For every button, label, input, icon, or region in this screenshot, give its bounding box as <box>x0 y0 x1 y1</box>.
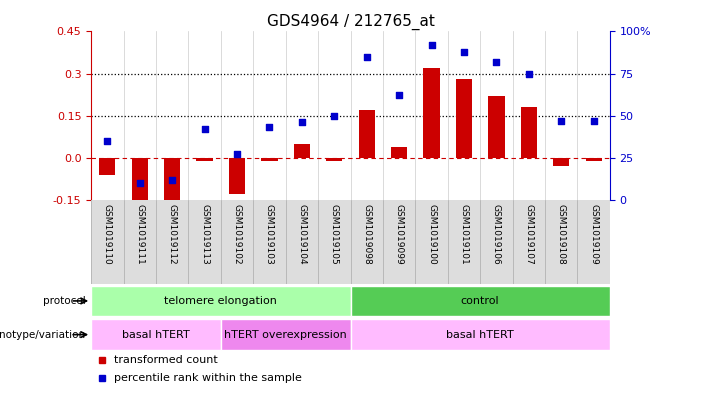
Text: GSM1019101: GSM1019101 <box>459 204 468 265</box>
Point <box>102 138 113 144</box>
Point <box>491 59 502 65</box>
Point <box>134 180 145 186</box>
Text: GSM1019108: GSM1019108 <box>557 204 566 265</box>
Text: hTERT overexpression: hTERT overexpression <box>224 330 347 340</box>
Title: GDS4964 / 212765_at: GDS4964 / 212765_at <box>266 14 435 30</box>
Bar <box>132 158 148 206</box>
Bar <box>229 158 245 194</box>
Text: transformed count: transformed count <box>114 355 218 365</box>
Text: basal hTERT: basal hTERT <box>122 330 190 340</box>
Point <box>329 112 340 119</box>
Point <box>556 118 567 124</box>
Text: GSM1019103: GSM1019103 <box>265 204 274 265</box>
Point <box>361 53 372 60</box>
Text: percentile rank within the sample: percentile rank within the sample <box>114 373 302 384</box>
Bar <box>350 286 610 316</box>
Point <box>426 42 437 48</box>
Bar <box>100 158 116 174</box>
Bar <box>553 158 569 166</box>
Bar <box>326 158 342 161</box>
Bar <box>456 79 472 158</box>
Bar <box>391 147 407 158</box>
Bar <box>261 158 278 161</box>
Bar <box>196 158 212 161</box>
Point <box>458 48 470 55</box>
Bar <box>489 96 505 158</box>
Text: GSM1019105: GSM1019105 <box>329 204 339 265</box>
Text: GSM1019112: GSM1019112 <box>168 204 177 265</box>
Point <box>264 124 275 130</box>
Text: protocol: protocol <box>43 296 86 306</box>
Point <box>393 92 404 99</box>
Point <box>588 118 599 124</box>
Text: GSM1019107: GSM1019107 <box>524 204 533 265</box>
Text: GSM1019100: GSM1019100 <box>427 204 436 265</box>
Bar <box>164 158 180 203</box>
Text: basal hTERT: basal hTERT <box>447 330 514 340</box>
Text: telomere elongation: telomere elongation <box>164 296 278 306</box>
Text: GSM1019104: GSM1019104 <box>297 204 306 265</box>
Text: GSM1019098: GSM1019098 <box>362 204 372 265</box>
Bar <box>521 107 537 158</box>
Point <box>297 119 308 125</box>
Text: GSM1019111: GSM1019111 <box>135 204 144 265</box>
Bar <box>359 110 375 158</box>
Text: GSM1019102: GSM1019102 <box>233 204 242 265</box>
Point <box>231 151 243 158</box>
Bar <box>294 144 310 158</box>
Bar <box>91 320 221 350</box>
Point <box>167 176 178 183</box>
Text: GSM1019109: GSM1019109 <box>589 204 598 265</box>
Bar <box>423 68 440 158</box>
Bar <box>91 286 350 316</box>
Point <box>523 70 534 77</box>
Bar <box>585 158 601 161</box>
Text: GSM1019113: GSM1019113 <box>200 204 209 265</box>
Point <box>199 126 210 132</box>
Text: genotype/variation: genotype/variation <box>0 330 86 340</box>
Text: control: control <box>461 296 500 306</box>
Text: GSM1019110: GSM1019110 <box>103 204 112 265</box>
Text: GSM1019099: GSM1019099 <box>395 204 404 265</box>
Text: GSM1019106: GSM1019106 <box>492 204 501 265</box>
Bar <box>221 320 350 350</box>
Bar <box>350 320 610 350</box>
